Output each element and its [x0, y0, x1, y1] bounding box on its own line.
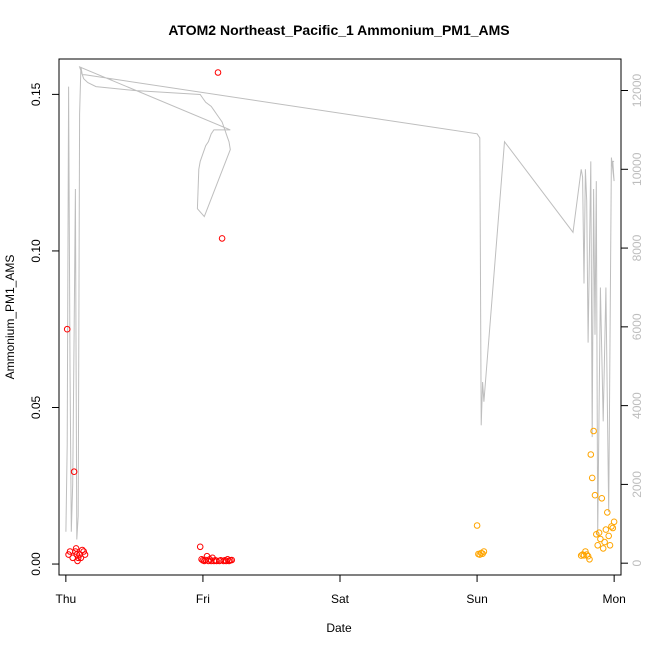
altitude-line: [65, 66, 615, 540]
data-point: [196, 543, 204, 551]
data-point: [480, 548, 488, 555]
data-point: [74, 554, 82, 562]
data-point: [597, 535, 604, 543]
y2-axis: 0 2000 4000 6000 8000 10000 12000: [620, 74, 644, 567]
data-point: [609, 524, 617, 532]
data-point: [591, 491, 599, 499]
data-point: [218, 235, 226, 242]
y2-tick-label: 0: [630, 560, 644, 567]
data-point: [608, 523, 615, 530]
y2-tick-label: 12000: [630, 74, 644, 108]
x-axis: Thu Fri Sat Sun Mon: [56, 574, 626, 606]
x-tick-label: Sat: [331, 592, 350, 606]
data-point: [228, 556, 235, 564]
data-point: [70, 468, 78, 476]
y-tick-label: 0.00: [29, 552, 43, 576]
data-point: [476, 551, 484, 558]
y-tick-label: 0.05: [29, 395, 43, 419]
y-axis-label: Ammonium_PM1_AMS: [3, 255, 17, 380]
data-point: [610, 518, 618, 526]
data-point: [584, 552, 592, 560]
data-point: [73, 551, 81, 558]
data-point: [601, 538, 608, 546]
x-tick-label: Sun: [466, 592, 487, 606]
data-point: [473, 522, 481, 529]
plot-frame: [58, 58, 622, 576]
data-point: [72, 545, 80, 552]
data-point: [582, 548, 589, 555]
data-point: [599, 545, 607, 552]
x-tick-label: Thu: [56, 592, 77, 606]
y2-tick-label: 10000: [630, 152, 644, 186]
data-point: [604, 509, 611, 516]
data-point: [81, 551, 89, 558]
data-point: [80, 548, 87, 555]
y-tick-label: 0.15: [29, 82, 43, 106]
data-point: [65, 551, 72, 558]
y-axis: 0.00 0.05 0.10 0.15: [29, 82, 60, 576]
data-point: [595, 529, 603, 537]
data-point: [598, 495, 606, 502]
y2-tick-label: 6000: [630, 313, 644, 340]
data-point: [586, 556, 593, 563]
altitude-line-layer: [65, 66, 615, 540]
x-tick-label: Fri: [196, 592, 210, 606]
data-point: [583, 551, 591, 558]
data-point: [590, 427, 597, 435]
data-point: [594, 542, 602, 549]
data-point: [77, 554, 85, 562]
data-point: [580, 552, 588, 559]
y2-tick-label: 4000: [630, 392, 644, 419]
data-point: [602, 526, 610, 533]
y2-tick-label: 8000: [630, 234, 644, 261]
data-point: [213, 557, 220, 565]
data-point: [214, 69, 222, 76]
x-axis-label: Date: [326, 621, 352, 635]
chart-title: ATOM2 Northeast_Pacific_1 Ammonium_PM1_A…: [168, 22, 509, 38]
data-point: [63, 325, 71, 333]
data-point: [605, 532, 613, 540]
points-layer: [63, 69, 618, 565]
y-tick-label: 0.10: [29, 239, 43, 263]
data-point: [587, 451, 595, 458]
data-point: [606, 542, 614, 549]
data-point: [72, 548, 79, 555]
data-point: [588, 474, 596, 482]
x-tick-label: Mon: [602, 592, 625, 606]
y2-tick-label: 2000: [630, 471, 644, 498]
